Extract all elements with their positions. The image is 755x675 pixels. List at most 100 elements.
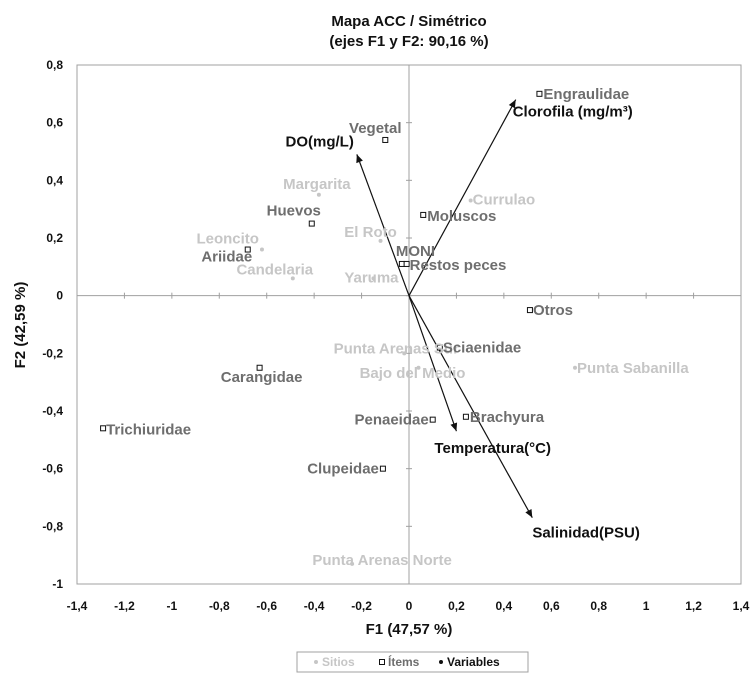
x-axis-title: F1 (47,57 %) bbox=[366, 621, 453, 638]
chart-title: Mapa ACC / Simétrico bbox=[331, 13, 486, 30]
variable-arrowhead-salinidad-psu bbox=[525, 508, 533, 518]
item-marker-trichiuridae bbox=[100, 425, 107, 432]
y-tick-label: 0,6 bbox=[46, 116, 63, 130]
point-label-carangidae: Carangidae bbox=[221, 369, 303, 386]
x-tick-label: -0,6 bbox=[256, 599, 277, 613]
point-label-moni: MONI bbox=[396, 243, 435, 260]
variable-arrow-temperatura-c bbox=[408, 295, 457, 432]
point-label-punta-sabanilla: Punta Sabanilla bbox=[577, 360, 689, 377]
site-marker-punta-arenas-norte bbox=[350, 561, 355, 566]
variable-arrow-salinidad-psu bbox=[408, 295, 533, 518]
x-tick-labels: -1,4 -1,2 -1 -0,8 -0,6 -0,4 -0,2 0 0,2 0,4 0,6 0,8 1… bbox=[67, 599, 750, 613]
variable-arrows bbox=[356, 99, 533, 518]
point-label-clupeidae: Clupeidae bbox=[307, 461, 379, 478]
point-label-restos-peces: Restos peces bbox=[410, 257, 507, 274]
item-marker-otros bbox=[526, 307, 533, 314]
legend: Sitios Ítems Variables bbox=[296, 651, 529, 673]
site-marker-candelaria bbox=[290, 276, 295, 281]
x-tick-label: 0,4 bbox=[496, 599, 513, 613]
point-label-vegetal: Vegetal bbox=[349, 120, 402, 137]
variable-arrow-clorofila-mg-m bbox=[408, 99, 517, 296]
variable-arrowhead-do-mg-l bbox=[356, 154, 363, 164]
site-marker-el-roto bbox=[378, 238, 383, 243]
item-marker-brachyura bbox=[462, 413, 469, 420]
x-tick-label: 1 bbox=[643, 599, 650, 613]
point-label-leoncito: Leoncito bbox=[196, 231, 259, 248]
legend-items-label: Ítems bbox=[388, 654, 420, 669]
point-label-ariidae: Ariidae bbox=[201, 249, 252, 266]
legend-box bbox=[296, 651, 529, 673]
item-marker-moluscos bbox=[420, 211, 427, 218]
site-marker-bajo-del-medio bbox=[416, 365, 421, 370]
item-marker-sciaenidae bbox=[436, 344, 443, 351]
x-tick-label: -0,8 bbox=[209, 599, 230, 613]
y-tick-labels: -1 -0,8 -0,6 -0,4 -0,2 0 0,2 0,4 0,6 0,8 bbox=[42, 58, 63, 591]
point-label-engraulidae: Engraulidae bbox=[543, 86, 629, 103]
item-marker-vegetal bbox=[382, 136, 389, 143]
point-label-trichiuridae: Trichiuridae bbox=[106, 421, 191, 438]
point-label-sciaenidae: Sciaenidae bbox=[443, 340, 521, 357]
point-label-brachyura: Brachyura bbox=[470, 409, 545, 426]
x-tick-label: 0,6 bbox=[543, 599, 560, 613]
legend-variables-label: Variables bbox=[447, 655, 500, 669]
item-marker-clupeidae bbox=[379, 465, 386, 472]
point-label-do-mg-l: DO(mg/L) bbox=[286, 133, 354, 150]
item-marker-huevos bbox=[308, 220, 315, 227]
x-tick-label: -0,2 bbox=[351, 599, 372, 613]
point-label-moluscos: Moluscos bbox=[427, 208, 496, 225]
point-label-otros: Otros bbox=[533, 302, 573, 319]
legend-variables-marker bbox=[439, 660, 443, 664]
variable-arrow-do-mg-l bbox=[356, 154, 410, 296]
x-tick-label: 0,2 bbox=[448, 599, 465, 613]
point-label-clorofila-mg-m: Clorofila (mg/m³) bbox=[513, 104, 633, 121]
y-tick-label: -1 bbox=[52, 577, 63, 591]
x-tick-label: -1,4 bbox=[67, 599, 88, 613]
point-labels: Margarita Leoncito Candelaria El Roto Yaruma… bbox=[106, 86, 689, 569]
site-marker-currulao bbox=[468, 198, 473, 203]
site-marker-punta-sabanilla bbox=[573, 365, 577, 370]
point-label-margarita: Margarita bbox=[283, 176, 351, 193]
site-marker-punta-arenas-sur bbox=[402, 351, 407, 356]
chart-subtitle: (ejes F1 y F2: 90,16 %) bbox=[329, 33, 488, 50]
x-tick-label: 0,8 bbox=[590, 599, 607, 613]
point-label-penaeidae: Penaeidae bbox=[354, 412, 428, 429]
y-tick-label: -0,4 bbox=[42, 404, 63, 418]
point-label-bajo-del-medio: Bajo del Medio bbox=[360, 365, 466, 382]
x-tick-label: 1,2 bbox=[685, 599, 702, 613]
point-label-temperatura-c: Temperatura(°C) bbox=[434, 440, 551, 457]
point-label-yaruma: Yaruma bbox=[344, 269, 399, 286]
y-tick-label: 0,8 bbox=[46, 58, 63, 72]
x-tick-label: -0,4 bbox=[304, 599, 325, 613]
y-tick-label: 0,2 bbox=[46, 231, 63, 245]
y-axis-title: F2 (42,59 %) bbox=[12, 282, 29, 369]
variable-arrowhead-temperatura-c bbox=[450, 422, 458, 432]
site-marker-leoncito bbox=[259, 247, 264, 252]
point-label-candelaria: Candelaria bbox=[236, 261, 313, 278]
y-tick-label: -0,6 bbox=[42, 462, 63, 476]
y-tick-label: 0,4 bbox=[46, 173, 63, 187]
point-label-punta-arenas-norte: Punta Arenas Norte bbox=[312, 552, 451, 569]
point-label-el-roto: El Roto bbox=[344, 224, 397, 241]
legend-items-marker bbox=[379, 659, 385, 665]
item-marker-carangidae bbox=[256, 364, 263, 371]
y-tick-label: 0 bbox=[56, 289, 63, 303]
point-label-currulao: Currulao bbox=[473, 192, 536, 209]
axes bbox=[76, 64, 742, 585]
x-tick-label: 1,4 bbox=[733, 599, 750, 613]
y-tick-label: -0,8 bbox=[42, 519, 63, 533]
x-tick-label: -1 bbox=[167, 599, 178, 613]
legend-sitios-label: Sitios bbox=[322, 655, 355, 669]
variable-arrowhead-clorofila-mg-m bbox=[508, 99, 516, 109]
x-tick-label: 0 bbox=[406, 599, 413, 613]
x-tick-label: -1,2 bbox=[114, 599, 135, 613]
site-marker-margarita bbox=[316, 192, 321, 197]
legend-sitios-marker bbox=[314, 660, 318, 664]
point-label-punta-arenas-sur: Punta Arenas Sur bbox=[334, 340, 459, 357]
item-marker-penaeidae bbox=[429, 416, 436, 423]
item-marker-restos-peces bbox=[403, 260, 410, 267]
item-marker-ariidae bbox=[244, 246, 251, 253]
y-tick-label: -0,2 bbox=[42, 346, 63, 360]
item-marker-engraulidae bbox=[536, 90, 543, 97]
point-markers bbox=[100, 90, 577, 566]
